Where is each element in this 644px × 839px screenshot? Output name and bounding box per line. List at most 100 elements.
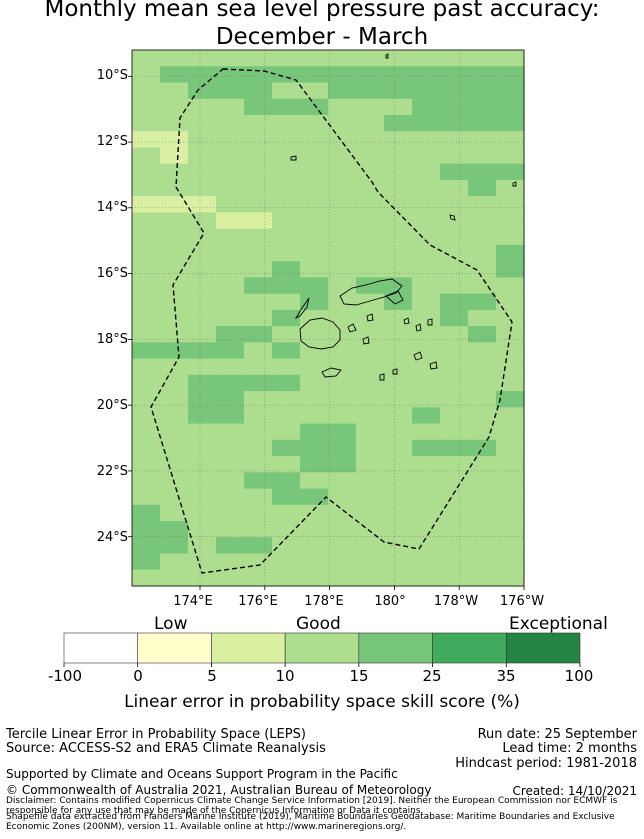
- lau-island-1: [403, 317, 410, 325]
- skill-cell: [412, 553, 441, 571]
- skill-cell: [300, 569, 329, 587]
- skill-cell: [272, 423, 301, 441]
- skill-cell: [216, 423, 245, 441]
- skill-cell: [272, 569, 301, 587]
- skill-cell: [160, 114, 189, 132]
- skill-cell: [216, 537, 245, 555]
- skill-cell: [440, 537, 469, 555]
- skill-cell: [384, 114, 413, 132]
- skill-cell: [440, 179, 469, 197]
- skill-cell: [132, 179, 161, 197]
- skill-cell: [328, 261, 357, 278]
- skill-cell: [300, 407, 329, 425]
- skill-cell: [216, 521, 245, 538]
- skill-cell: [160, 277, 189, 295]
- skill-cell: [272, 261, 301, 278]
- skill-cell: [216, 293, 245, 311]
- skill-cell: [272, 277, 301, 295]
- skill-cell: [132, 537, 161, 555]
- skill-cell: [440, 50, 469, 67]
- skill-cell: [356, 228, 385, 246]
- skill-cell: [356, 114, 385, 132]
- shapefile-text: Shapefile data extracted from Flanders M…: [6, 812, 615, 832]
- skill-cell: [272, 244, 301, 262]
- colorbar-segment: [284, 632, 360, 664]
- skill-cell: [384, 374, 413, 392]
- skill-cell: [384, 196, 413, 214]
- skill-cell: [188, 472, 217, 490]
- skill-cell: [468, 179, 497, 197]
- skill-cell: [132, 569, 161, 587]
- skill-cell: [328, 244, 357, 262]
- skill-cell: [216, 374, 245, 392]
- skill-cell: [216, 456, 245, 473]
- skill-cell: [272, 114, 301, 132]
- eastern-islet: [512, 181, 517, 187]
- skill-cell: [356, 131, 385, 149]
- skill-cell: [244, 212, 273, 230]
- skill-cell: [356, 261, 385, 278]
- skill-cell: [328, 456, 357, 473]
- skill-cell: [440, 309, 469, 327]
- skill-cell: [356, 439, 385, 457]
- skill-cell: [328, 537, 357, 555]
- skill-cell: [188, 488, 217, 506]
- skill-cell: [468, 309, 497, 327]
- skill-cell: [300, 212, 329, 230]
- skill-cell: [272, 456, 301, 473]
- skill-cell: [272, 163, 301, 181]
- kadavu-island: [321, 367, 342, 378]
- skill-cell: [496, 358, 525, 376]
- lon-label-176w: 176°W: [499, 594, 545, 609]
- skill-cell: [412, 423, 441, 441]
- skill-cell: [244, 66, 273, 84]
- skill-cell: [384, 488, 413, 506]
- skill-cell: [356, 488, 385, 506]
- colorbar-tick: 100: [564, 667, 594, 685]
- skill-cell: [244, 50, 273, 67]
- skill-cell: [160, 196, 189, 214]
- skill-cell: [384, 261, 413, 278]
- gau-island: [362, 336, 370, 345]
- ovalau-island: [347, 323, 357, 333]
- skill-cell: [384, 358, 413, 376]
- method-text: Tercile Linear Error in Probability Spac…: [6, 727, 306, 742]
- colorbar-segment: [505, 632, 581, 664]
- lon-label-178w: 178°W: [433, 594, 479, 609]
- lat-label-24s: 24°S: [96, 530, 128, 545]
- yasawa-islands: [294, 297, 310, 320]
- skill-cell: [188, 407, 217, 425]
- skill-cell: [468, 261, 497, 278]
- skill-cell: [160, 521, 189, 538]
- koro-island: [366, 313, 374, 322]
- skill-cell: [160, 504, 189, 522]
- skill-cell: [244, 293, 273, 311]
- skill-cell: [468, 569, 497, 587]
- skill-cell: [244, 358, 273, 376]
- skill-cell: [244, 504, 273, 522]
- skill-cell: [160, 326, 189, 343]
- skill-cell: [132, 293, 161, 311]
- vanua-levu-island: [339, 278, 403, 306]
- lat-label-10s: 10°S: [96, 68, 128, 83]
- skill-cell: [384, 342, 413, 360]
- skill-cell: [300, 82, 329, 100]
- skill-cell: [356, 342, 385, 360]
- skill-cell: [468, 131, 497, 149]
- skill-cell: [412, 293, 441, 311]
- skill-cell: [160, 488, 189, 506]
- skill-cell: [216, 163, 245, 181]
- skill-cell: [468, 244, 497, 262]
- skill-cell: [496, 212, 525, 230]
- skill-cell: [440, 407, 469, 425]
- skill-cell: [272, 82, 301, 100]
- lau-island-4: [413, 351, 423, 361]
- reef-islet: [449, 214, 456, 221]
- skill-cell: [440, 98, 469, 116]
- skill-cell: [412, 228, 441, 246]
- skill-cell: [496, 50, 525, 67]
- skill-cell: [300, 244, 329, 262]
- support-text: Supported by Climate and Oceans Support …: [6, 767, 398, 781]
- skill-cell: [496, 244, 525, 262]
- skill-cell: [300, 521, 329, 538]
